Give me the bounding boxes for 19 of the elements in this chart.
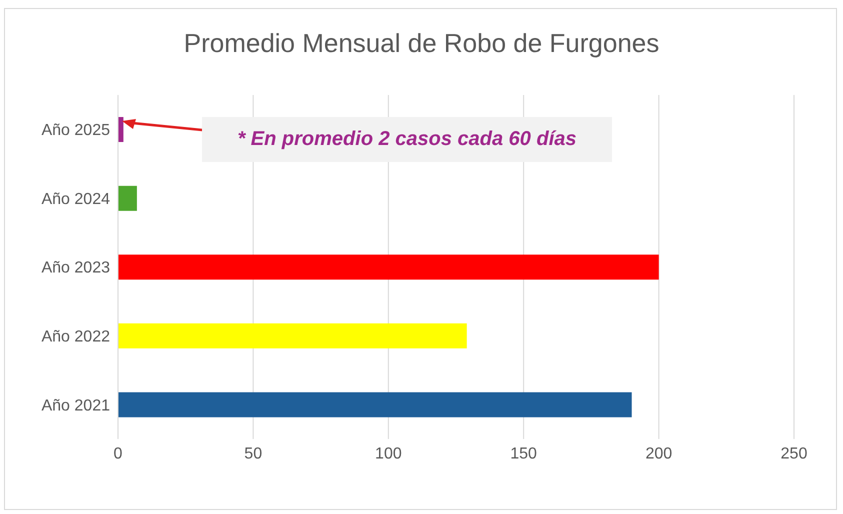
- bar: [118, 323, 467, 348]
- x-tick-label: 50: [244, 445, 262, 462]
- y-tick-label: Año 2021: [41, 397, 110, 414]
- x-tick-label: 200: [645, 445, 672, 462]
- bar: [118, 254, 659, 280]
- bar: [118, 117, 124, 142]
- x-tick-label: 0: [114, 445, 123, 462]
- bar: [118, 186, 137, 211]
- annotation: * En promedio 2 casos cada 60 días: [237, 128, 577, 151]
- y-tick-label: Año 2024: [41, 190, 110, 208]
- bar: [118, 392, 632, 418]
- y-tick-label: Año 2025: [41, 122, 110, 140]
- note-box: * En promedio 2 casos cada 60 días: [202, 117, 612, 162]
- x-tick-label: 250: [780, 445, 808, 462]
- x-tick-label: 100: [375, 445, 402, 462]
- y-tick-label: Año 2023: [41, 260, 110, 277]
- x-tick-label: 150: [510, 445, 538, 462]
- y-tick-label: Año 2022: [41, 328, 110, 346]
- chart-title: Promedio Mensual de Robo de Furgones: [182, 28, 660, 59]
